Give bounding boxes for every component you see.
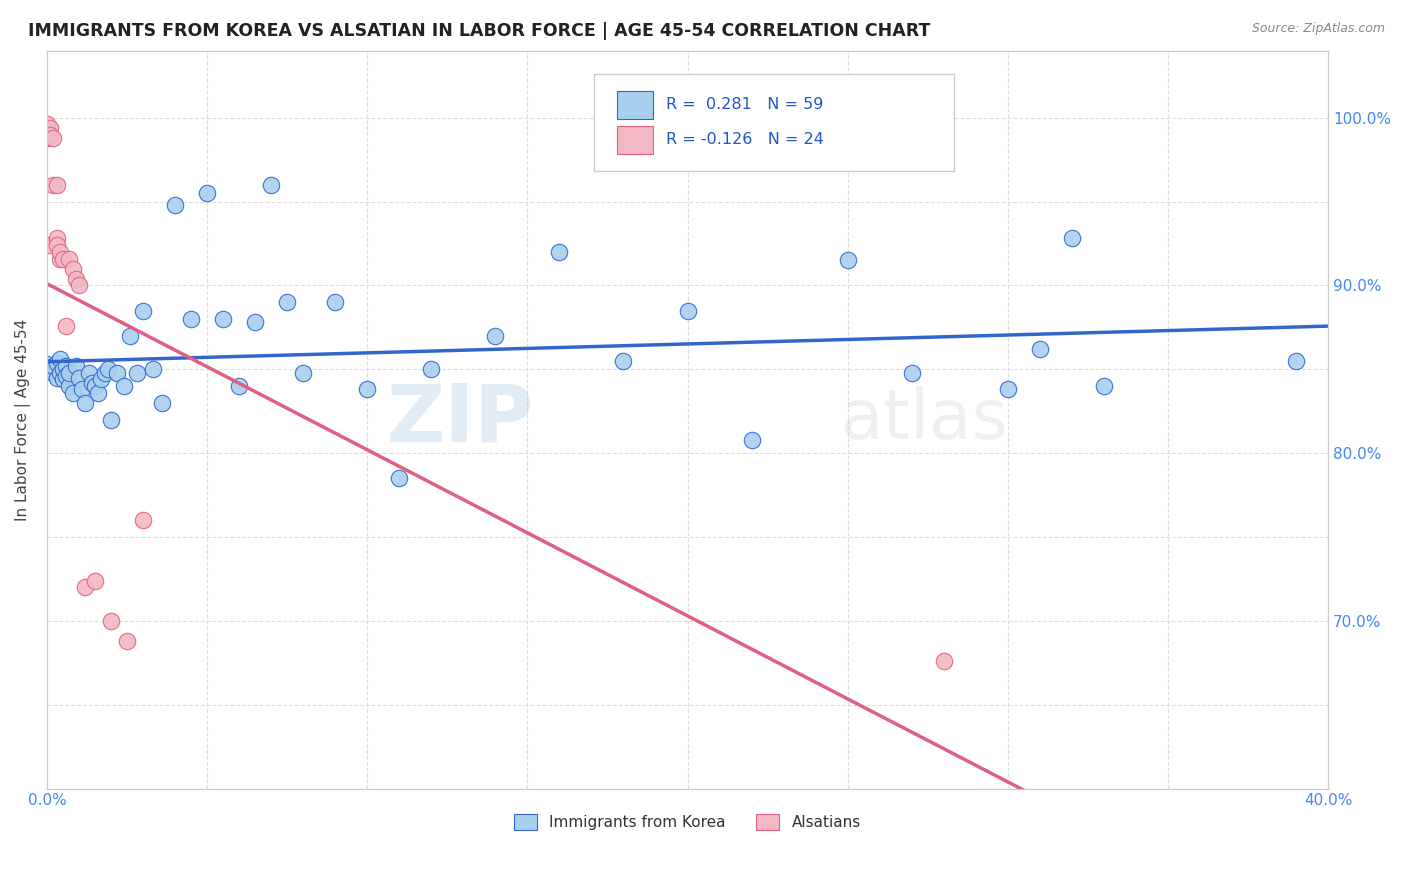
Point: [356, 383, 378, 397]
Point: [42, 366, 65, 380]
Point: [55, 318, 77, 333]
Point: [1092, 379, 1115, 393]
Point: [58, 366, 80, 380]
Text: R =  0.281   N = 59: R = 0.281 N = 59: [666, 97, 823, 112]
Bar: [617, 126, 652, 154]
Point: [484, 328, 506, 343]
Point: [62, 261, 84, 276]
Point: [42, 131, 65, 145]
Point: [49, 366, 72, 380]
Text: atlas: atlas: [841, 386, 1010, 453]
Point: [165, 198, 187, 212]
Point: [100, 412, 122, 426]
Point: [1029, 342, 1052, 356]
Bar: [617, 90, 652, 119]
Point: [260, 178, 283, 192]
Point: [49, 252, 72, 266]
Point: [180, 312, 202, 326]
Point: [42, 359, 65, 373]
Point: [39, 120, 62, 135]
Point: [52, 362, 75, 376]
Point: [62, 385, 84, 400]
Point: [49, 352, 72, 367]
Point: [112, 379, 135, 393]
Text: Source: ZipAtlas.com: Source: ZipAtlas.com: [1251, 22, 1385, 36]
Point: [84, 574, 107, 588]
Point: [39, 362, 62, 376]
Point: [58, 252, 80, 266]
Point: [84, 379, 107, 393]
Point: [87, 385, 110, 400]
Point: [115, 634, 138, 648]
Point: [70, 383, 93, 397]
Point: [67, 370, 90, 384]
Point: [100, 614, 122, 628]
Point: [93, 366, 115, 380]
Point: [35, 131, 58, 145]
Text: IMMIGRANTS FROM KOREA VS ALSATIAN IN LABOR FORCE | AGE 45-54 CORRELATION CHART: IMMIGRANTS FROM KOREA VS ALSATIAN IN LAB…: [28, 22, 931, 40]
Point: [67, 278, 90, 293]
Point: [900, 366, 922, 380]
Point: [55, 369, 77, 384]
Point: [612, 354, 634, 368]
Text: R = -0.126   N = 24: R = -0.126 N = 24: [666, 132, 824, 147]
Point: [243, 315, 266, 329]
Text: ZIP: ZIP: [387, 381, 534, 458]
Legend: Immigrants from Korea, Alsatians: Immigrants from Korea, Alsatians: [508, 808, 868, 836]
Point: [65, 271, 87, 285]
Point: [276, 295, 298, 310]
Point: [1285, 354, 1308, 368]
Point: [75, 396, 97, 410]
Point: [120, 328, 142, 343]
Point: [125, 366, 148, 380]
Point: [997, 383, 1019, 397]
FancyBboxPatch shape: [593, 74, 955, 171]
Point: [420, 362, 443, 376]
Point: [150, 396, 173, 410]
Point: [52, 252, 75, 266]
Point: [323, 295, 346, 310]
Point: [741, 433, 763, 447]
Point: [45, 231, 67, 245]
Point: [388, 471, 411, 485]
Point: [132, 303, 155, 318]
Point: [52, 372, 75, 386]
Point: [676, 303, 699, 318]
Point: [132, 513, 155, 527]
Point: [107, 366, 129, 380]
Point: [77, 366, 100, 380]
Y-axis label: In Labor Force | Age 45-54: In Labor Force | Age 45-54: [15, 318, 31, 521]
Point: [90, 372, 112, 386]
Point: [1060, 231, 1083, 245]
Point: [39, 128, 62, 142]
Point: [837, 253, 859, 268]
Point: [58, 379, 80, 393]
Point: [45, 355, 67, 369]
Point: [228, 379, 250, 393]
Point: [55, 359, 77, 373]
Point: [142, 362, 165, 376]
Point: [75, 580, 97, 594]
Point: [45, 178, 67, 192]
Point: [97, 362, 120, 376]
Point: [39, 238, 62, 252]
Point: [195, 186, 218, 201]
Point: [932, 654, 955, 668]
Point: [212, 312, 235, 326]
Point: [49, 244, 72, 259]
Point: [35, 118, 58, 132]
Point: [45, 370, 67, 384]
Point: [80, 376, 103, 390]
Point: [35, 357, 58, 371]
Point: [45, 238, 67, 252]
Point: [65, 359, 87, 373]
Point: [292, 366, 315, 380]
Point: [548, 244, 571, 259]
Point: [42, 178, 65, 192]
